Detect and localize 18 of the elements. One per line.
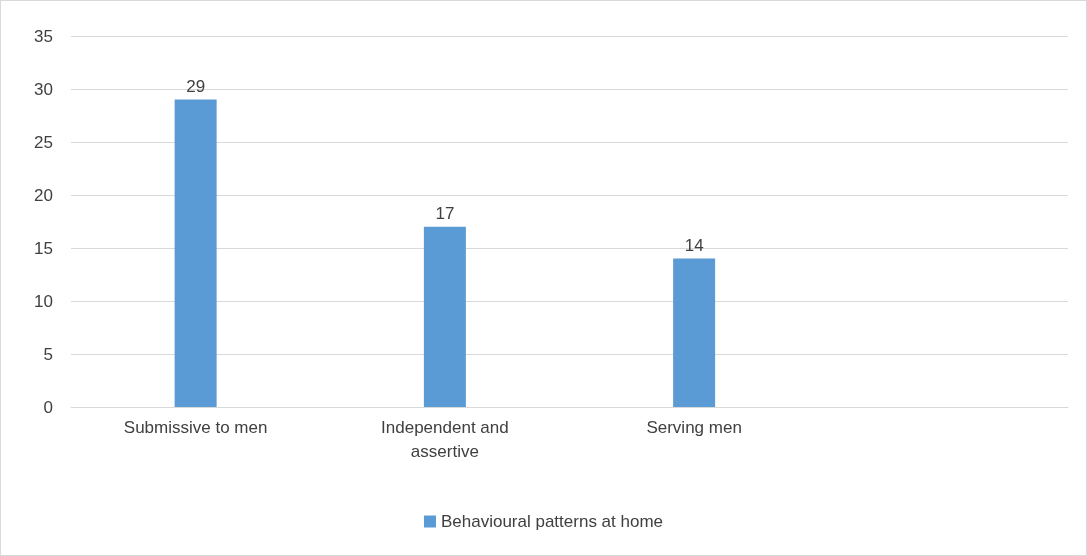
x-tick-label: Submissive to men [123, 417, 268, 437]
y-tick-label: 5 [43, 344, 53, 364]
y-tick-label: 35 [34, 26, 53, 46]
x-tick-label: Independent and assertive [381, 417, 509, 461]
data-label: 29 [186, 76, 206, 96]
x-tick-label: Serving men [646, 417, 742, 437]
data-label: 14 [684, 235, 704, 255]
y-tick-label: 0 [43, 397, 53, 417]
y-tick-label: 15 [34, 238, 53, 258]
bar [423, 226, 466, 407]
y-tick-label: 20 [34, 185, 53, 205]
y-tick-label: 30 [34, 79, 53, 99]
bar [174, 99, 217, 407]
y-tick-label: 25 [34, 132, 53, 152]
legend-label: Behavioural patterns at home [440, 512, 664, 531]
y-tick-label: 10 [34, 291, 53, 311]
data-label: 17 [435, 203, 455, 223]
bar [673, 258, 716, 407]
